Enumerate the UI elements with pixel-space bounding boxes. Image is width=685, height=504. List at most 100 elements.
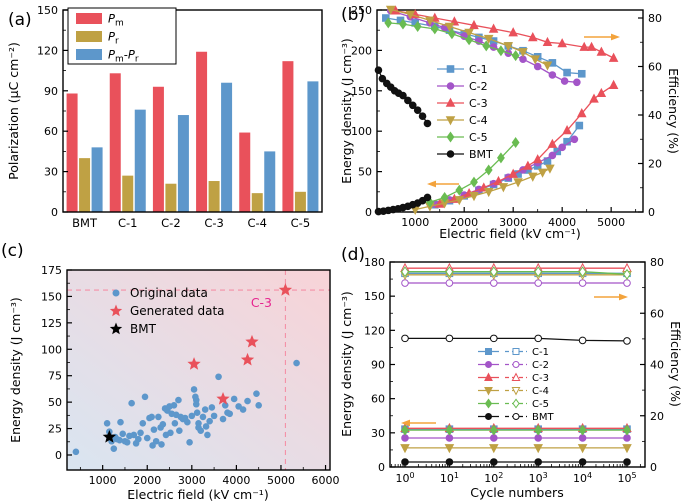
svg-text:75: 75 bbox=[48, 370, 62, 383]
svg-text:150: 150 bbox=[351, 85, 372, 98]
panel-c-bmt-point bbox=[102, 430, 116, 443]
svg-text:Cycle numbers: Cycle numbers bbox=[470, 485, 563, 500]
svg-text:1000: 1000 bbox=[89, 474, 117, 487]
svg-text:Energy density (J cm⁻³): Energy density (J cm⁻³) bbox=[8, 297, 23, 443]
panel-c-legend: Original data Generated data BMT bbox=[109, 286, 225, 336]
svg-text:5000: 5000 bbox=[597, 216, 625, 229]
svg-text:C-3: C-3 bbox=[251, 295, 272, 310]
svg-text:150: 150 bbox=[41, 290, 62, 303]
panel-b-label: (b) bbox=[341, 5, 366, 25]
svg-text:50: 50 bbox=[48, 396, 62, 409]
svg-text:C-2: C-2 bbox=[532, 360, 549, 371]
svg-text:C-5: C-5 bbox=[532, 399, 549, 410]
svg-text:C-1: C-1 bbox=[469, 63, 488, 76]
svg-text:25: 25 bbox=[48, 423, 62, 436]
svg-text:102: 102 bbox=[484, 471, 503, 485]
svg-text:Polarization (μC cm⁻²): Polarization (μC cm⁻²) bbox=[6, 42, 21, 180]
svg-text:C-4: C-4 bbox=[532, 386, 549, 397]
svg-text:100: 100 bbox=[395, 471, 414, 485]
svg-text:C-4: C-4 bbox=[248, 216, 268, 230]
svg-text:101: 101 bbox=[440, 471, 459, 485]
svg-text:125: 125 bbox=[41, 317, 62, 330]
svg-text:0: 0 bbox=[648, 206, 655, 219]
svg-text:Pr: Pr bbox=[108, 30, 119, 47]
panel-c-scatter-chart: C-3 1000 2000 3000 4000 5000 6000 0 25 50 75 100 125… bbox=[8, 264, 340, 502]
svg-text:2000: 2000 bbox=[133, 474, 161, 487]
svg-text:C-5: C-5 bbox=[469, 131, 488, 144]
panel-a-bar-chart: BMT C-1 C-2 C-3 C-4 C-5 0 30 60 90 120 150 Polarizat… bbox=[6, 4, 323, 230]
panel-b-line-chart: 1000 2000 3000 4000 5000 0 50 100 150 200 250 0 20 40… bbox=[339, 4, 681, 241]
panel-c-label: (c) bbox=[1, 241, 24, 261]
svg-text:C-2: C-2 bbox=[469, 80, 488, 93]
svg-text:30: 30 bbox=[44, 166, 58, 179]
svg-text:BMT: BMT bbox=[130, 322, 157, 336]
svg-text:120: 120 bbox=[37, 44, 58, 57]
panel-b-legend: C-1 C-2 C-3 C-4 C-5 BMT bbox=[437, 63, 493, 161]
svg-text:4000: 4000 bbox=[548, 216, 576, 229]
svg-text:Energy density (J cm⁻³): Energy density (J cm⁻³) bbox=[339, 38, 354, 184]
svg-text:6000: 6000 bbox=[312, 474, 340, 487]
svg-text:0: 0 bbox=[650, 461, 657, 474]
svg-text:100: 100 bbox=[41, 343, 62, 356]
svg-text:0: 0 bbox=[378, 461, 385, 474]
svg-text:Original data: Original data bbox=[130, 286, 208, 300]
panel-c-original-points bbox=[72, 359, 300, 456]
svg-text:60: 60 bbox=[648, 61, 662, 74]
svg-text:40: 40 bbox=[648, 109, 662, 122]
svg-text:0: 0 bbox=[51, 206, 58, 219]
svg-text:C-1: C-1 bbox=[532, 347, 549, 358]
svg-text:150: 150 bbox=[37, 4, 58, 17]
svg-text:30: 30 bbox=[371, 427, 385, 440]
svg-text:80: 80 bbox=[650, 256, 664, 269]
svg-text:40: 40 bbox=[650, 359, 664, 372]
panel-c-generated-points bbox=[187, 283, 293, 405]
svg-text:Efficiency (%): Efficiency (%) bbox=[668, 321, 683, 407]
svg-text:Generated data: Generated data bbox=[130, 304, 225, 318]
svg-text:BMT: BMT bbox=[532, 412, 554, 423]
svg-text:3000: 3000 bbox=[499, 216, 527, 229]
svg-text:C-3: C-3 bbox=[204, 216, 224, 230]
svg-text:180: 180 bbox=[364, 256, 385, 269]
svg-text:175: 175 bbox=[41, 264, 62, 277]
svg-text:C-4: C-4 bbox=[469, 114, 488, 127]
svg-text:C-1: C-1 bbox=[118, 216, 138, 230]
svg-text:105: 105 bbox=[617, 471, 636, 485]
svg-text:BMT: BMT bbox=[469, 148, 493, 161]
svg-text:90: 90 bbox=[371, 359, 385, 372]
svg-text:100: 100 bbox=[351, 125, 372, 138]
svg-text:120: 120 bbox=[364, 324, 385, 337]
svg-text:4000: 4000 bbox=[222, 474, 250, 487]
svg-text:60: 60 bbox=[44, 125, 58, 138]
svg-text:104: 104 bbox=[573, 471, 592, 485]
svg-text:80: 80 bbox=[648, 12, 662, 25]
svg-text:90: 90 bbox=[44, 85, 58, 98]
svg-text:200: 200 bbox=[351, 44, 372, 57]
svg-text:50: 50 bbox=[358, 166, 372, 179]
svg-text:C-2: C-2 bbox=[161, 216, 181, 230]
svg-text:Energy density (J cm⁻³): Energy density (J cm⁻³) bbox=[339, 291, 354, 437]
svg-text:103: 103 bbox=[529, 471, 548, 485]
svg-text:0: 0 bbox=[365, 206, 372, 219]
svg-text:20: 20 bbox=[650, 410, 664, 423]
svg-text:Electric field (kV cm⁻¹): Electric field (kV cm⁻¹) bbox=[127, 487, 268, 502]
svg-text:2000: 2000 bbox=[450, 216, 478, 229]
svg-text:Efficiency (%): Efficiency (%) bbox=[666, 68, 681, 154]
svg-text:Pm-Pr: Pm-Pr bbox=[108, 48, 139, 65]
svg-text:Electric field (kV cm⁻¹): Electric field (kV cm⁻¹) bbox=[439, 226, 580, 241]
panel-a-label: (a) bbox=[8, 10, 32, 30]
svg-text:5000: 5000 bbox=[267, 474, 295, 487]
svg-text:0: 0 bbox=[55, 449, 62, 462]
svg-text:3000: 3000 bbox=[178, 474, 206, 487]
svg-text:60: 60 bbox=[371, 393, 385, 406]
svg-text:250: 250 bbox=[351, 4, 372, 17]
svg-text:20: 20 bbox=[648, 158, 662, 171]
svg-text:C-3: C-3 bbox=[532, 373, 549, 384]
svg-text:C-5: C-5 bbox=[291, 216, 311, 230]
panel-d-line-chart: 100 101 102 103 104 105 0 30 60 90 120 150 180 0 20 40 6… bbox=[339, 256, 683, 500]
svg-text:150: 150 bbox=[364, 290, 385, 303]
svg-text:1000: 1000 bbox=[401, 216, 429, 229]
panel-d-legend: C-1 C-2 C-3 C-4 C-5 BMT bbox=[478, 347, 554, 423]
